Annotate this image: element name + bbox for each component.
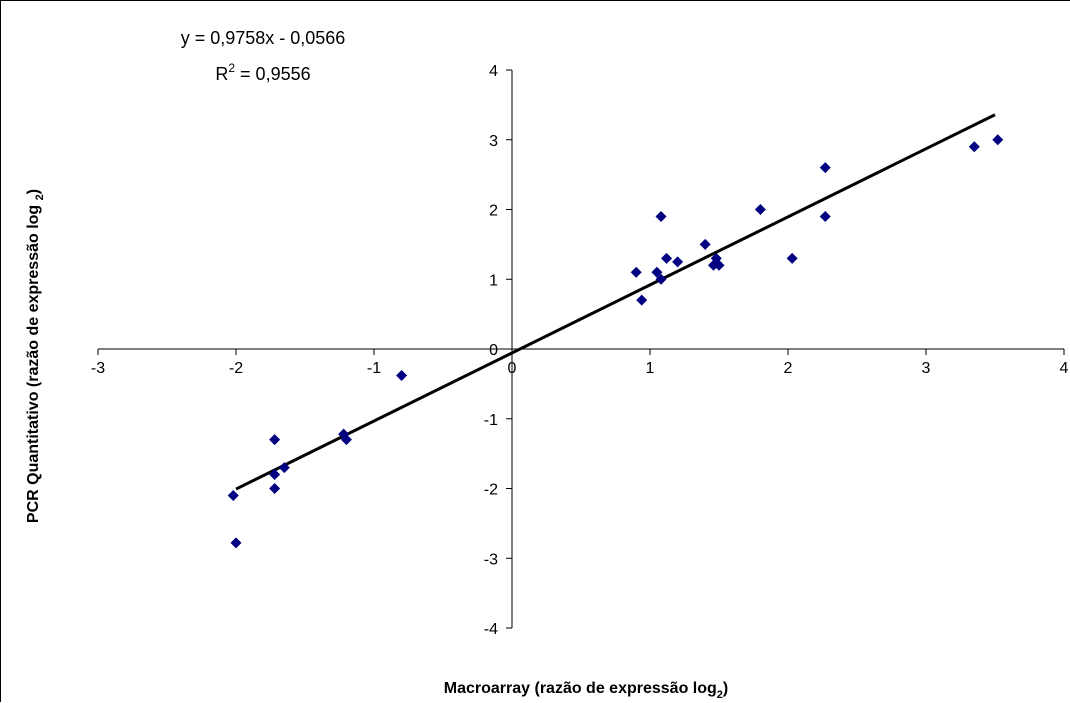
data-point bbox=[699, 238, 711, 250]
y-tick-label: -2 bbox=[484, 482, 498, 499]
data-point bbox=[340, 434, 352, 446]
data-points bbox=[227, 134, 1004, 549]
data-point bbox=[227, 489, 239, 501]
x-tick-label: -1 bbox=[367, 360, 381, 377]
y-tick-label: 2 bbox=[489, 203, 498, 220]
y-tick-label: 3 bbox=[489, 133, 498, 150]
data-point bbox=[396, 370, 408, 382]
y-tick-label: -3 bbox=[484, 551, 498, 568]
data-point bbox=[661, 252, 673, 264]
y-axis-title-end: ) bbox=[25, 189, 42, 194]
y-axis-title: PCR Quantitativo (razão de expressão log… bbox=[25, 189, 46, 523]
x-tick-label: 4 bbox=[1060, 360, 1069, 377]
r-squared-value: = 0,9556 bbox=[235, 64, 311, 84]
tick-marks bbox=[97, 69, 1065, 629]
x-axis-title: Macroarray (razão de expressão log2) bbox=[444, 680, 728, 701]
data-point bbox=[992, 134, 1004, 146]
y-axis-title-main: PCR Quantitativo (razão de expressão log bbox=[25, 200, 42, 523]
data-point bbox=[968, 141, 980, 153]
y-axis-title-subscript: 2 bbox=[34, 194, 46, 200]
trendline bbox=[235, 113, 996, 491]
y-tick-label: 1 bbox=[489, 272, 498, 289]
data-point bbox=[269, 483, 281, 494]
data-point bbox=[630, 266, 642, 278]
data-point bbox=[655, 210, 667, 222]
y-tick-label: -4 bbox=[484, 621, 498, 638]
r-squared-label: R2 = 0,9556 bbox=[215, 61, 310, 84]
data-point bbox=[230, 537, 242, 549]
data-point bbox=[655, 273, 667, 285]
x-tick-label: 1 bbox=[646, 360, 655, 377]
data-point bbox=[269, 434, 281, 446]
x-tick-label: -3 bbox=[91, 360, 105, 377]
trendline-group bbox=[235, 113, 996, 491]
x-tick-label: 3 bbox=[922, 360, 931, 377]
x-axis-title-main: Macroarray (razão de expressão log bbox=[444, 680, 717, 697]
x-tick-label: -2 bbox=[229, 360, 243, 377]
y-tick-label: 0 bbox=[489, 342, 498, 359]
data-point bbox=[278, 462, 290, 474]
r-squared-superscript: 2 bbox=[228, 61, 235, 75]
data-point bbox=[651, 266, 663, 278]
data-point bbox=[819, 162, 831, 174]
y-tick-label: 4 bbox=[489, 63, 498, 80]
data-point bbox=[786, 252, 798, 264]
data-point bbox=[269, 469, 281, 481]
data-point bbox=[636, 294, 648, 306]
y-tick-label: -1 bbox=[484, 412, 498, 429]
x-axis-title-end: ) bbox=[723, 680, 728, 697]
x-axis-title-subscript: 2 bbox=[717, 689, 723, 701]
r-squared-prefix: R bbox=[215, 64, 228, 84]
data-point bbox=[819, 210, 831, 222]
trendline-equation: y = 0,9758x - 0,0566 bbox=[181, 28, 346, 48]
x-tick-label: 2 bbox=[784, 360, 793, 377]
tick-labels: -3 -2 -1 0 1 2 3 4 -4 -3 -2 -1 0 1 2 3 4 bbox=[91, 63, 1069, 638]
data-point bbox=[672, 256, 684, 268]
data-point bbox=[713, 259, 725, 271]
data-point bbox=[754, 204, 766, 215]
x-tick-label: 0 bbox=[508, 360, 517, 377]
